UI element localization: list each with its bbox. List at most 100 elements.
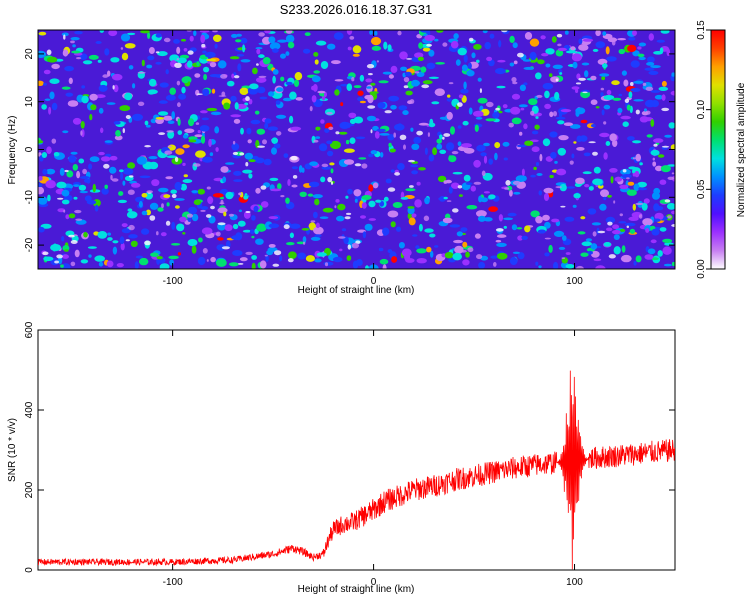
- heatmap-blob: [620, 115, 631, 120]
- heatmap-blob: [455, 59, 461, 66]
- heatmap-streak: [582, 91, 588, 94]
- heatmap-streak: [70, 240, 78, 244]
- heatmap-blob: [535, 72, 542, 80]
- heatmap-blob: [483, 142, 490, 147]
- heatmap-blob: [378, 80, 389, 84]
- heatmap-streak: [68, 234, 75, 238]
- heatmap-blob: [332, 256, 343, 263]
- heatmap-blob: [411, 213, 417, 218]
- heatmap-streak: [146, 190, 153, 194]
- heatmap-streak: [234, 75, 240, 79]
- heatmap-streak: [63, 209, 66, 213]
- heatmap-blob: [242, 229, 252, 233]
- heatmap-blob: [553, 261, 559, 269]
- heatmap-blob: [176, 46, 181, 55]
- heatmap-blob: [111, 73, 123, 81]
- heatmap-blob: [628, 91, 633, 99]
- heatmap-blob: [51, 63, 60, 70]
- heatmap-blob: [486, 56, 493, 62]
- heatmap-blob: [582, 171, 592, 175]
- heatmap-blob: [591, 124, 596, 128]
- heatmap-streak: [403, 77, 410, 83]
- heatmap-blob: [557, 147, 566, 156]
- heatmap-blob: [110, 57, 120, 63]
- heatmap-blob: [156, 256, 163, 260]
- heatmap-streak: [460, 249, 467, 253]
- heatmap-blob: [474, 124, 479, 132]
- heatmap-blob: [475, 117, 483, 120]
- heatmap-blob: [483, 217, 493, 222]
- heatmap-blob: [362, 231, 367, 239]
- heatmap-streak: [217, 222, 226, 226]
- heatmap-blob: [584, 70, 589, 78]
- heatmap-blob: [650, 149, 660, 156]
- heatmap-blob: [533, 166, 537, 171]
- heatmap-blob: [523, 66, 535, 70]
- heatmap-streak: [600, 87, 604, 91]
- heatmap-blob: [646, 62, 655, 66]
- heatmap-blob: [353, 189, 362, 197]
- heatmap-blob: [232, 250, 243, 256]
- heatmap-streak: [200, 209, 206, 212]
- colorbar-tick-label: 0.15: [696, 20, 707, 40]
- heatmap-blob: [314, 198, 320, 206]
- heatmap-blob: [520, 107, 525, 111]
- heatmap-streak: [560, 205, 566, 208]
- heatmap-streak: [639, 214, 643, 219]
- heatmap-blob: [158, 187, 169, 193]
- heatmap-blob: [651, 228, 660, 236]
- heatmap-streak: [202, 248, 208, 254]
- heatmap-streak: [187, 50, 194, 55]
- heatmap-blob: [603, 104, 611, 110]
- heatmap-blob: [84, 195, 92, 202]
- heatmap-streak: [512, 180, 521, 185]
- heatmap-streak: [212, 30, 218, 33]
- heatmap-blob: [323, 261, 334, 266]
- heatmap-streak: [409, 99, 415, 104]
- heatmap-blob: [280, 76, 285, 82]
- heatmap-blob: [638, 42, 647, 47]
- heatmap-blob: [624, 222, 636, 227]
- heatmap-streak: [171, 193, 177, 199]
- heatmap-blob: [473, 44, 482, 50]
- heatmap-blob: [68, 213, 76, 219]
- heatmap-streak: [495, 228, 504, 232]
- heatmap-blob: [653, 51, 663, 55]
- heatmap-blob: [208, 138, 212, 148]
- heatmap-blob: [620, 228, 626, 232]
- heatmap-blob: [136, 156, 148, 165]
- heatmap-streak: [561, 257, 566, 259]
- heatmap-blob: [357, 96, 365, 102]
- heatmap-blob: [68, 77, 73, 85]
- heatmap-blob: [593, 166, 601, 174]
- heatmap-streak: [125, 115, 131, 119]
- heatmap-blob: [98, 151, 105, 156]
- heatmap-blob: [410, 127, 414, 132]
- heatmap-blob: [364, 223, 373, 231]
- heatmap-streak: [262, 139, 267, 145]
- heatmap-blob: [122, 180, 126, 186]
- heatmap-blob: [109, 155, 118, 161]
- heatmap-blob: [407, 206, 415, 209]
- heatmap-streak: [508, 122, 514, 128]
- heatmap-blob: [388, 142, 392, 148]
- heatmap-blob: [242, 44, 246, 53]
- heatmap-blob: [38, 196, 48, 205]
- heatmap-blob: [647, 248, 656, 255]
- heatmap-blob: [365, 78, 373, 83]
- heatmap-blob: [327, 43, 336, 50]
- heatmap-blob: [368, 200, 376, 208]
- heatmap-streak: [287, 258, 294, 263]
- heatmap-blob: [483, 155, 488, 164]
- heatmap-blob: [476, 59, 480, 63]
- heatmap-blob: [233, 170, 242, 176]
- heatmap-streak: [280, 195, 285, 198]
- heatmap-blob: [72, 44, 76, 48]
- heatmap-streak: [264, 254, 268, 257]
- heatmap-streak: [626, 177, 630, 180]
- heatmap-blob: [240, 127, 244, 135]
- heatmap-blob: [490, 255, 499, 259]
- heatmap-blob: [401, 248, 412, 257]
- heatmap-streak: [495, 107, 500, 111]
- heatmap-blob: [366, 115, 377, 122]
